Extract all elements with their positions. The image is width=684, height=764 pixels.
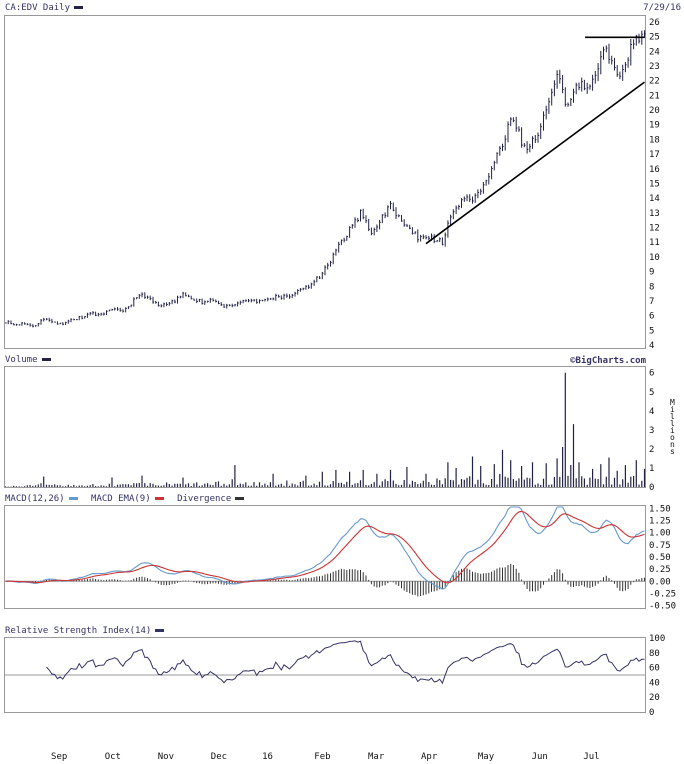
- axis-tick-label: 24: [649, 47, 660, 57]
- price-close-ticks: [5, 33, 646, 327]
- divergence-legend-dash: [235, 497, 245, 500]
- month-axis-label: Dec: [211, 752, 227, 762]
- month-axis-label: Jun: [532, 752, 548, 762]
- month-axis-label: 16: [262, 752, 273, 762]
- axis-tick-label: 0.75: [649, 541, 671, 551]
- axis-tick-label: -0.50: [649, 602, 676, 612]
- month-axis-label: Oct: [105, 752, 121, 762]
- axis-tick-label: 20: [649, 106, 660, 116]
- macd-line-legend-dash: [68, 497, 78, 500]
- price-panel-header: CA:EDV Daily: [5, 3, 91, 14]
- panel-frame: [4, 505, 646, 609]
- month-axis-label: May: [478, 752, 495, 762]
- panel-frame: [4, 15, 646, 349]
- panel-frame: [4, 637, 646, 713]
- axis-tick-label: 11: [649, 238, 660, 248]
- axis-tick-label: 9: [649, 268, 654, 278]
- axis-tick-label: 80: [649, 649, 660, 659]
- date-label: 7/29/16: [643, 3, 681, 13]
- macd-panel-header: MACD(12,26) MACD EMA(9) Divergence: [5, 494, 252, 505]
- axis-tick-label: 0: [649, 483, 654, 493]
- axis-tick-label: 18: [649, 135, 660, 145]
- trendline: [425, 81, 645, 245]
- axis-tick-label: 23: [649, 62, 660, 72]
- axis-tick-label: 6: [649, 369, 654, 379]
- axis-tick-label: -0.25: [649, 589, 676, 599]
- divergence-legend-label: Divergence: [177, 494, 232, 504]
- axis-tick-label: 4: [649, 407, 654, 417]
- axis-tick-label: 10: [649, 253, 660, 263]
- axis-tick-label: 25: [649, 33, 660, 43]
- axis-tick-label: 1.25: [649, 517, 671, 527]
- axis-tick-label: 100: [649, 634, 665, 644]
- axis-tick-label: 7: [649, 297, 654, 307]
- volume-bars: [4, 372, 646, 487]
- axis-tick-label: 12: [649, 224, 660, 234]
- bigcharts-credit: ©BigCharts.com: [570, 356, 646, 366]
- axis-tick-label: 14: [649, 194, 660, 204]
- axis-tick-label: 8: [649, 282, 654, 292]
- axis-tick-label: 13: [649, 209, 660, 219]
- axis-tick-label: 1: [649, 464, 654, 474]
- macd-signal-line: [5, 510, 645, 584]
- axis-tick-label: 0.25: [649, 565, 671, 575]
- axis-tick-label: 0.00: [649, 577, 671, 587]
- rsi-label: Relative Strength Index(14): [5, 626, 152, 636]
- axis-tick-label: 3: [649, 426, 654, 436]
- price-bars: [5, 30, 645, 328]
- axis-tick-label: 15: [649, 179, 660, 189]
- axis-tick-label: 4: [649, 341, 654, 351]
- axis-tick-label: 40: [649, 678, 660, 688]
- volume-axis-unit-label: Millions: [670, 398, 675, 456]
- axis-tick-label: 26: [649, 18, 660, 28]
- macd-line: [5, 506, 645, 590]
- axis-tick-label: 19: [649, 121, 660, 131]
- axis-tick-label: 2: [649, 445, 654, 455]
- axis-tick-label: 22: [649, 77, 660, 87]
- month-axis-label: Sep: [51, 752, 67, 762]
- volume-series-legend-dash: [41, 358, 51, 361]
- axis-tick-label: 5: [649, 388, 654, 398]
- axis-tick-label: 21: [649, 91, 660, 101]
- volume-panel-header: Volume: [5, 355, 59, 366]
- divergence-histogram: [7, 563, 645, 597]
- axis-tick-label: 6: [649, 312, 654, 322]
- month-axis-label: Nov: [158, 752, 174, 762]
- axis-tick-label: 17: [649, 150, 660, 160]
- month-axis-label: Apr: [421, 752, 438, 762]
- rsi-series-legend-dash: [155, 629, 165, 632]
- macd-ema-legend-label: MACD EMA(9): [91, 494, 151, 504]
- axis-tick-label: 1.50: [649, 504, 671, 514]
- axis-tick-label: 16: [649, 165, 660, 175]
- volume-label: Volume: [5, 355, 38, 365]
- axis-tick-label: 1.00: [649, 529, 671, 539]
- price-series-legend-dash: [74, 6, 84, 9]
- axis-tick-label: 60: [649, 664, 660, 674]
- axis-tick-label: 0: [649, 708, 654, 718]
- rsi-line: [46, 640, 645, 685]
- symbol-label: CA:EDV Daily: [5, 3, 71, 13]
- macd-ema-legend-dash: [154, 497, 164, 500]
- axis-tick-label: 0.50: [649, 553, 671, 563]
- axis-tick-label: 5: [649, 326, 654, 336]
- axis-tick-label: 20: [649, 693, 660, 703]
- month-axis-label: Jul: [583, 752, 599, 762]
- month-axis-label: Mar: [368, 752, 385, 762]
- macd-legend-label: MACD(12,26): [5, 494, 65, 504]
- rsi-panel-header: Relative Strength Index(14): [5, 626, 172, 637]
- panel-frame: [4, 366, 646, 488]
- month-axis-label: Feb: [314, 752, 330, 762]
